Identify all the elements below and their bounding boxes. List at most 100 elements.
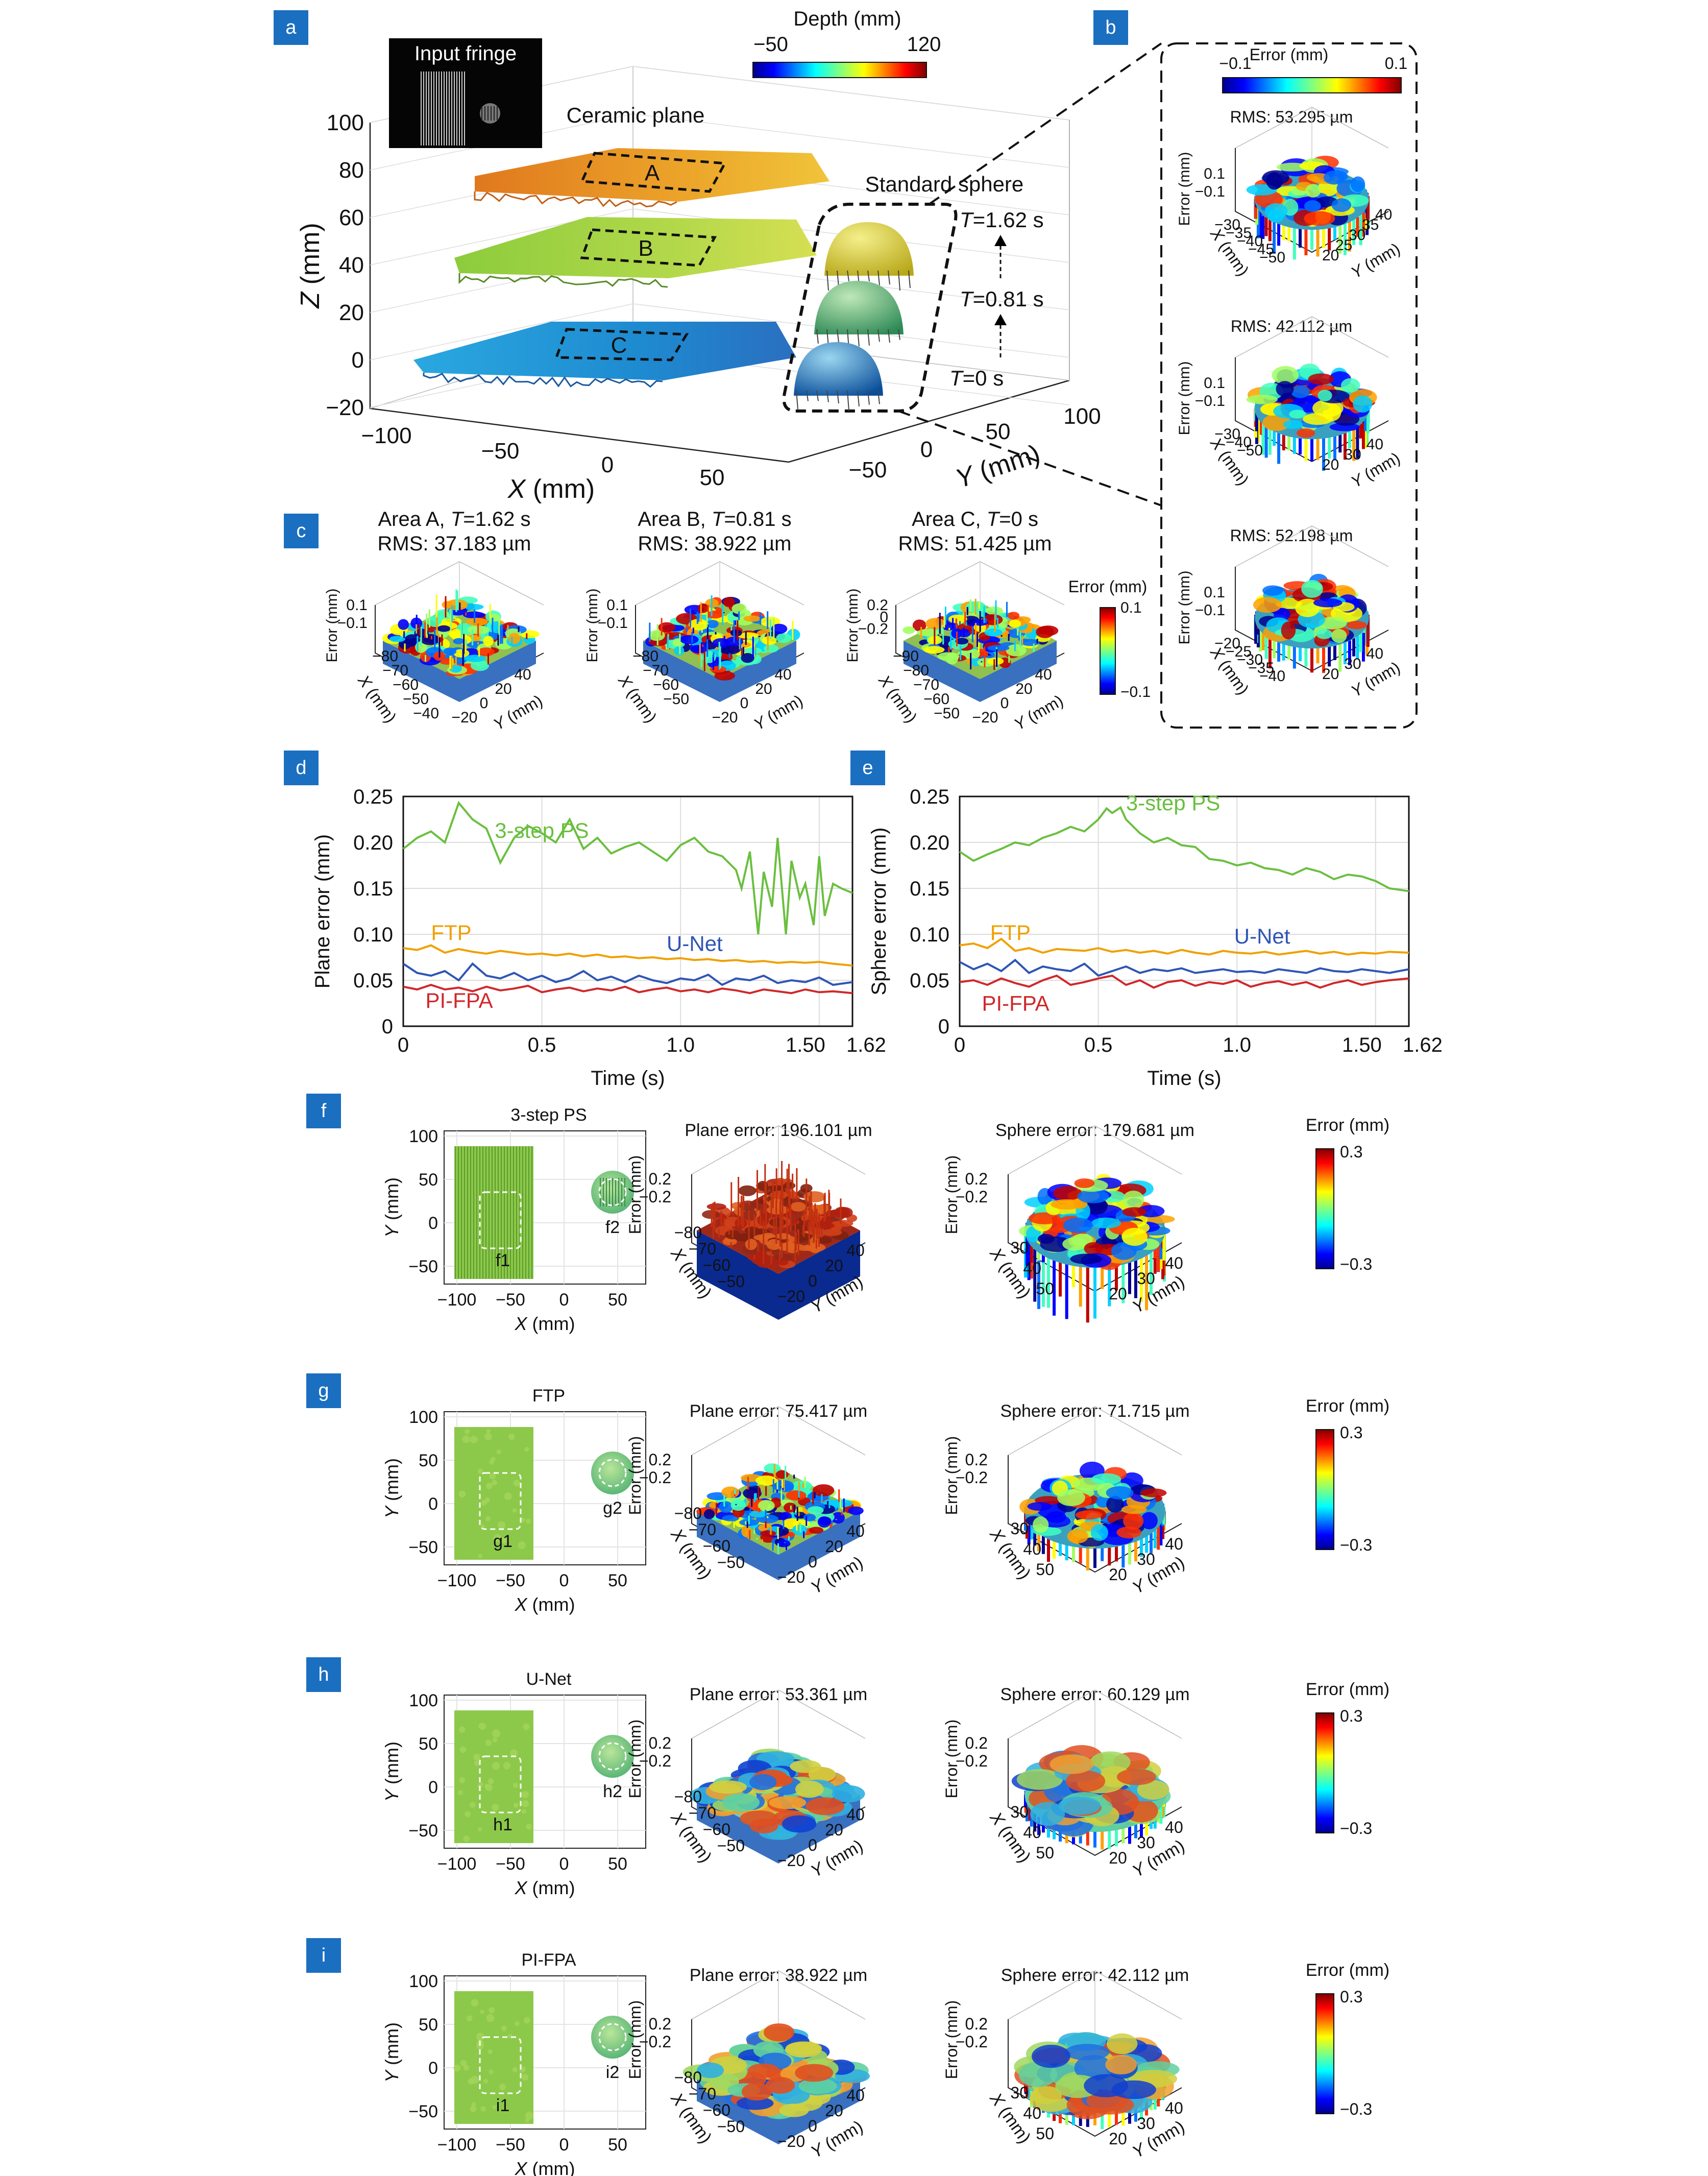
surface-patch	[706, 610, 723, 619]
surface-patch	[1009, 619, 1021, 628]
x-tick: −80	[674, 2068, 702, 2087]
series-line-u-net	[402, 962, 853, 986]
sphere-drip	[888, 270, 890, 285]
plane-texture	[492, 1480, 497, 1486]
x-tick-label: 1.0	[666, 1034, 695, 1056]
x-tick-label: 1.62	[846, 1034, 886, 1056]
axis-letter: Y	[381, 1224, 402, 1238]
surface-patch	[453, 638, 465, 644]
x-tick: −80	[674, 1504, 702, 1522]
x-tick: 50	[1036, 1560, 1054, 1579]
plane-texture	[518, 1541, 526, 1550]
plane-texture	[477, 1827, 482, 1832]
surface-patch	[1121, 1505, 1147, 1514]
surface-patch	[437, 625, 451, 632]
surface-patch	[730, 1499, 746, 1511]
surface-patch	[1290, 385, 1310, 398]
x-tick-label: 0	[398, 1034, 409, 1056]
area-box	[580, 228, 717, 267]
measured-sphere	[591, 1452, 634, 1494]
roi-sphere	[598, 1178, 627, 1206]
y-tick-label: 0.10	[910, 924, 949, 946]
x-tick: −80	[372, 648, 398, 665]
z-axis-label: Error (mm)	[844, 589, 861, 663]
series-line-pi-fpa	[403, 983, 853, 995]
plane-texture	[508, 1433, 515, 1440]
y-tick: 20	[825, 1537, 843, 1556]
panel-b-box	[1160, 42, 1418, 729]
surface-patch	[1006, 644, 1027, 657]
map-x-label: X (mm)	[515, 1594, 575, 1615]
plane-texture	[478, 1782, 483, 1787]
surface-patch	[795, 2064, 834, 2082]
x-tick: −80	[674, 1223, 702, 1242]
sphere-drip	[908, 270, 911, 288]
series-line-ftp	[959, 937, 1409, 956]
roi-plane-label: g1	[493, 1532, 513, 1551]
x-tick-label: 1.0	[1223, 1034, 1251, 1056]
surface-patch	[1137, 1780, 1169, 1800]
plane-texture	[492, 1803, 499, 1811]
y-tick: 25	[1335, 237, 1352, 254]
y-tick: 0	[808, 1836, 817, 1854]
y-tick: −20	[452, 709, 478, 726]
surface-patch	[1323, 171, 1345, 185]
surface-patch	[696, 2062, 724, 2078]
map-x-tick: −100	[437, 2135, 477, 2155]
surface-patch	[1075, 1510, 1103, 1520]
plane-texture	[485, 1739, 492, 1746]
axis-unit: (mm)	[381, 1177, 402, 1225]
plane-texture	[471, 1999, 479, 2007]
x-tick: −40	[1259, 668, 1285, 685]
surface-patch	[1057, 1489, 1085, 1507]
x-tick-label: 0.5	[1084, 1034, 1113, 1056]
series-label: PI-FPA	[425, 988, 493, 1012]
surface-patch	[809, 1527, 824, 1534]
surface-patch	[1346, 621, 1367, 630]
plane-texture	[489, 2069, 494, 2074]
error-colorbar	[1222, 77, 1402, 93]
surface-patch	[470, 660, 490, 671]
roi-sphere-label: i2	[606, 2063, 619, 2082]
surface-patch	[817, 1516, 831, 1528]
z-tick: −0.1	[337, 615, 368, 632]
gridline	[370, 303, 633, 360]
plane-texture	[469, 1802, 476, 1808]
sphere-drip	[867, 390, 870, 405]
surface-patch	[691, 645, 703, 652]
surface-patch	[1020, 639, 1040, 646]
sphere-drip	[837, 390, 839, 404]
surface-patch	[1331, 198, 1352, 212]
panel-badge-d: d	[284, 751, 319, 785]
surface-patch	[1036, 626, 1054, 638]
sphere-box	[782, 203, 958, 413]
surface-patch	[764, 1463, 781, 1473]
surface-patch	[1007, 612, 1020, 620]
surface-patch	[776, 633, 792, 643]
plane-texture	[489, 1459, 495, 1465]
x-tick: −20	[1214, 635, 1240, 652]
surface-plot	[1246, 156, 1370, 260]
sphere-cap	[814, 281, 904, 334]
surface-patch	[777, 1540, 791, 1548]
y-axis-label: Plane error (mm)	[311, 834, 334, 988]
map-y-tick: 0	[428, 1494, 438, 1514]
surface-patch	[775, 1470, 789, 1479]
plane-texture	[489, 1472, 496, 1480]
plane-texture	[512, 1508, 517, 1513]
plane-texture	[463, 1835, 470, 1842]
z-tick: −0.1	[1195, 602, 1225, 619]
map-y-tick: 50	[419, 2015, 438, 2035]
sphere-drip	[847, 270, 849, 281]
map-y-tick: 0	[428, 1214, 438, 1233]
surface-patch	[697, 603, 709, 613]
x-tick-label: 0	[954, 1034, 965, 1056]
colorbar-max: 0.3	[1340, 1143, 1362, 1161]
x-tick: −70	[643, 662, 669, 679]
y-axis-label: Sphere error (mm)	[868, 828, 890, 996]
y-tick-label: 0.15	[353, 878, 393, 900]
z-axis-label: Error (mm)	[942, 1436, 961, 1515]
surface-patch	[760, 1530, 776, 1537]
